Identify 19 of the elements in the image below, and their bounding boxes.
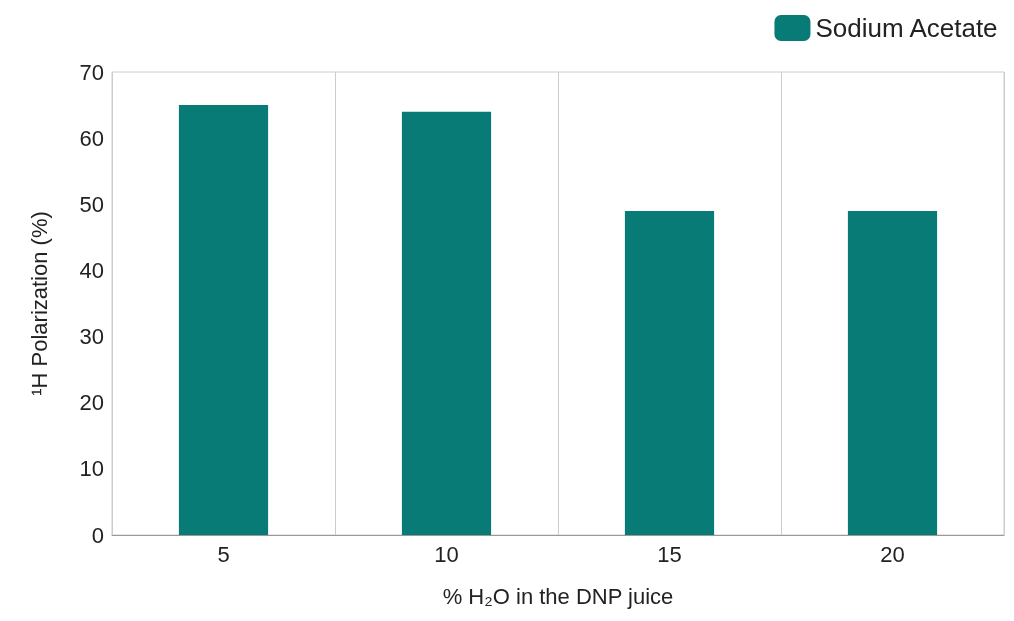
x-tick-label: 20 [880, 541, 905, 567]
y-tick-label: 50 [79, 191, 104, 217]
bar [401, 111, 492, 535]
bar [847, 210, 938, 535]
x-axis-title: % H₂O in the DNP juice [442, 583, 674, 609]
bar [624, 210, 715, 535]
y-tick-label: 0 [91, 522, 104, 548]
y-axis-title: ¹H Polarization (%) [26, 211, 52, 396]
bar [178, 105, 269, 535]
y-tick-label: 10 [79, 456, 104, 482]
y-tick-label: 60 [79, 125, 104, 151]
x-tick-label: 15 [657, 541, 682, 567]
y-tick-label: 40 [79, 257, 104, 283]
y-tick-label: 70 [79, 59, 104, 85]
y-tick-label: 20 [79, 390, 104, 416]
x-tick-label: 10 [434, 541, 459, 567]
x-tick-label: 5 [217, 541, 230, 567]
legend-label: Sodium Acetate [815, 13, 998, 43]
y-tick-label: 30 [79, 324, 104, 350]
